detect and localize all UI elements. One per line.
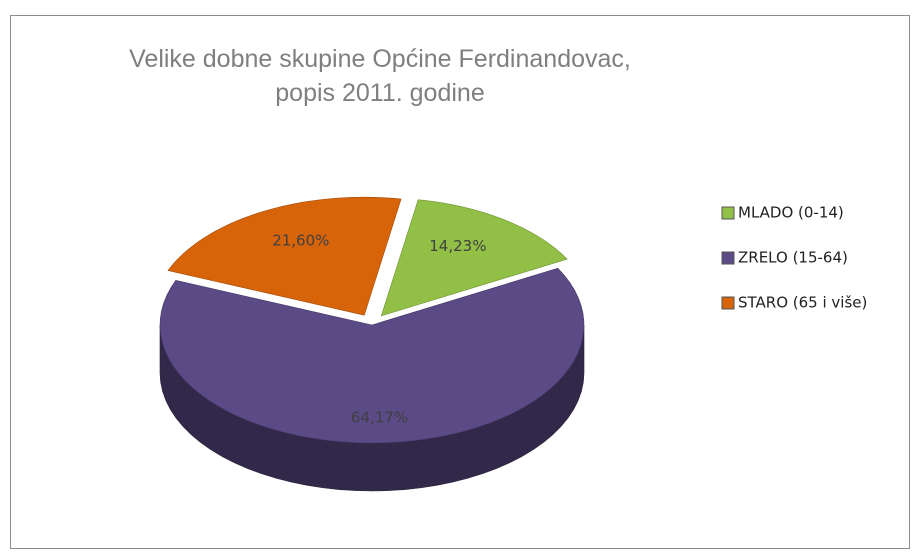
data-label: 21,60%: [272, 232, 329, 250]
legend-swatch: [721, 251, 735, 265]
legend-label: ZRELO (15-64): [738, 249, 848, 267]
legend-label: MLADO (0-14): [738, 204, 844, 222]
legend-swatch: [721, 206, 735, 220]
slice: [159, 267, 585, 444]
slice: [167, 196, 402, 316]
legend-swatch: [721, 296, 735, 310]
slice: [380, 199, 568, 317]
data-label: 64,17%: [351, 409, 408, 427]
legend-label: STARO (65 i više): [738, 294, 867, 312]
data-label: 14,23%: [429, 237, 486, 255]
chart-title: Velike dobne skupine Općine Ferdinandova…: [129, 45, 631, 107]
